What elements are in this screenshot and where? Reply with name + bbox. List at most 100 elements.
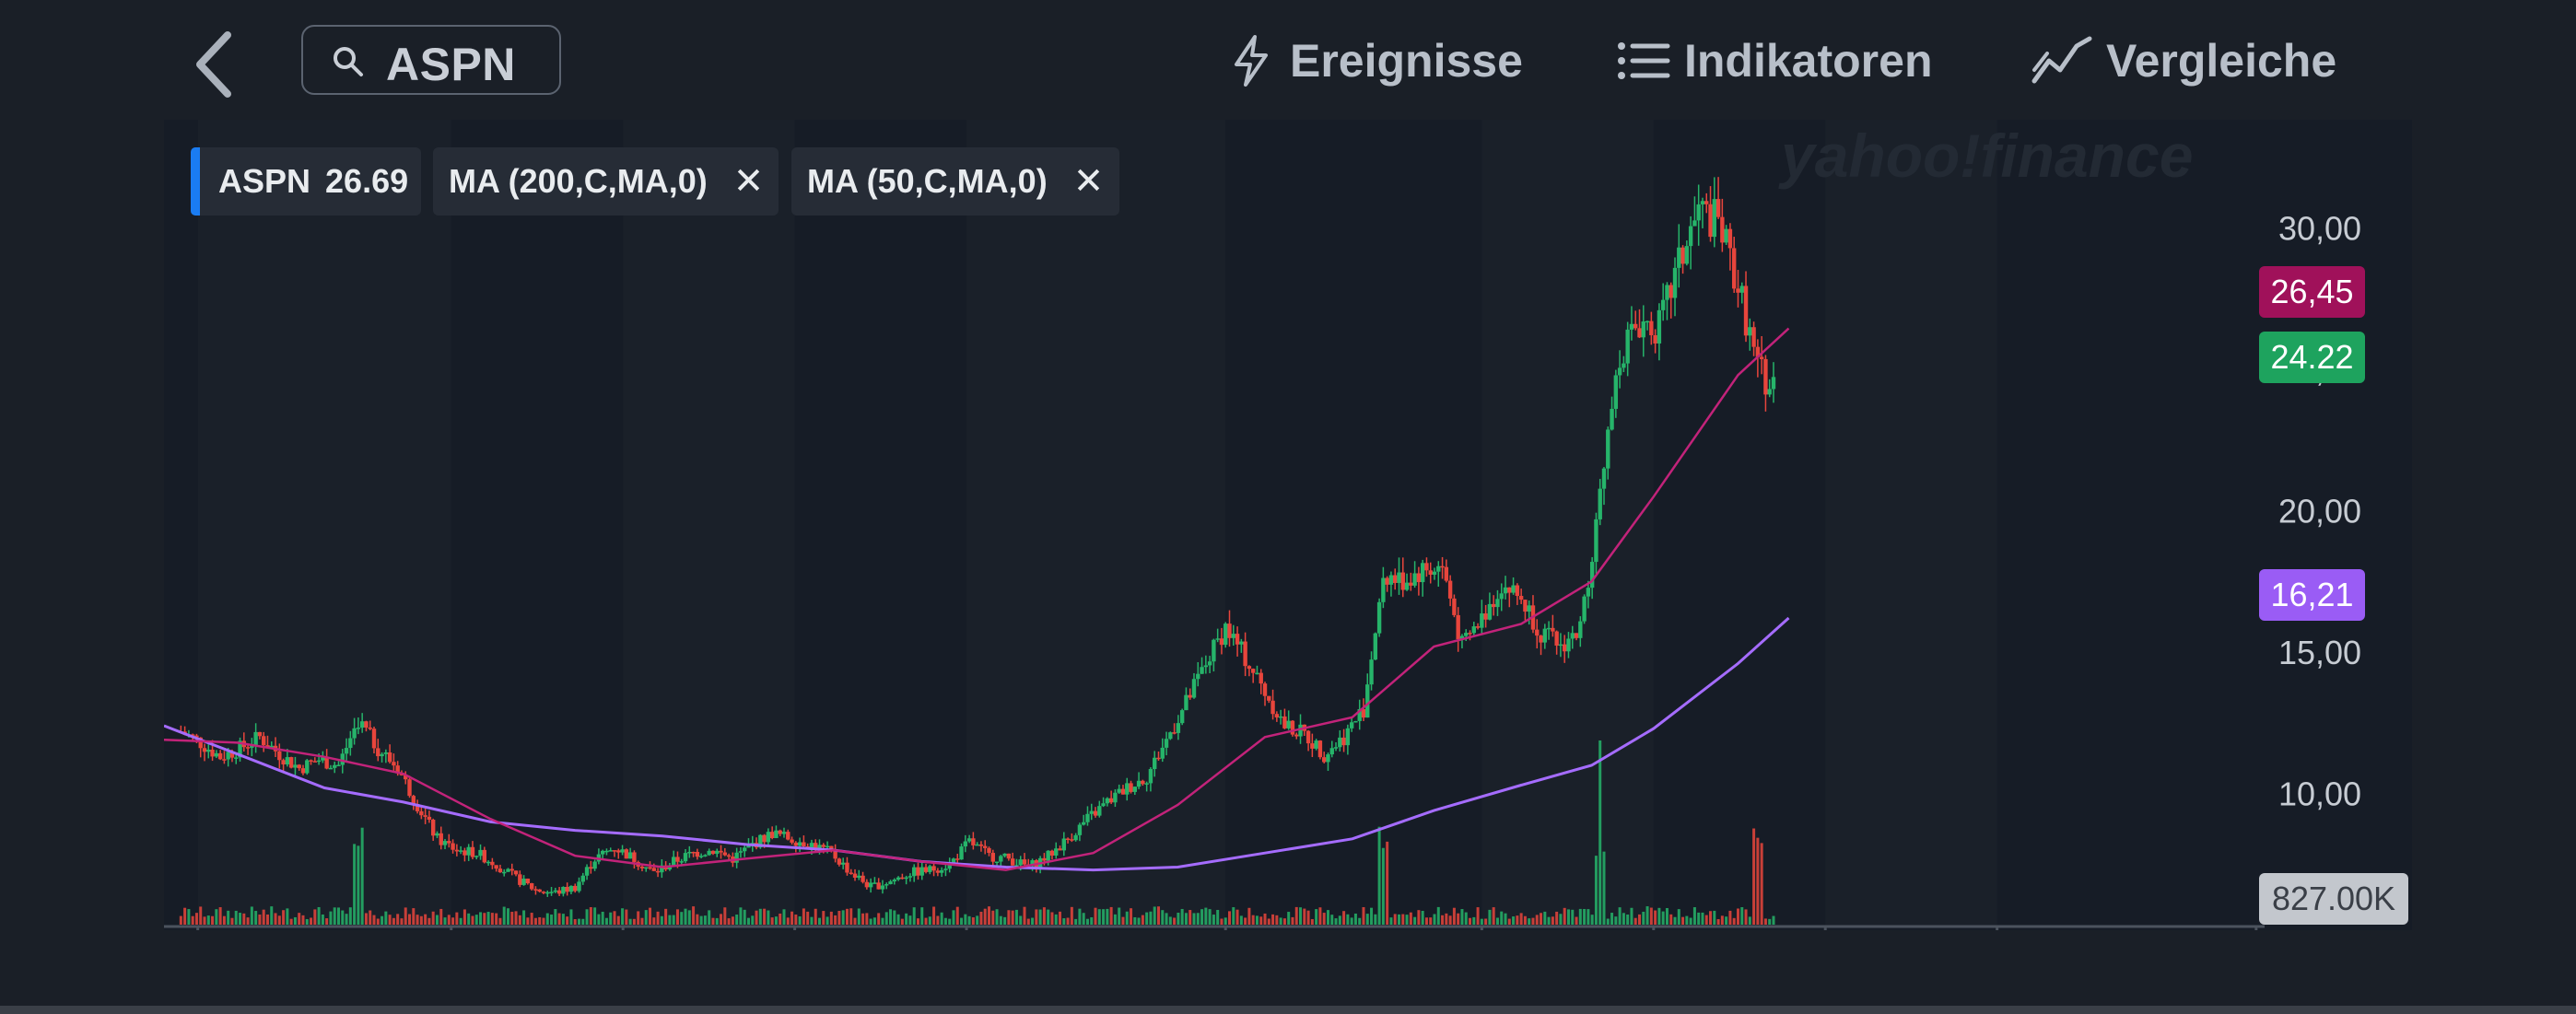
volume-bar [751, 915, 755, 925]
volume-bar [495, 913, 498, 925]
volume-bar [1540, 913, 1543, 925]
volume-bar [1019, 915, 1023, 925]
volume-bar [1495, 917, 1499, 925]
volume-bar [1725, 916, 1728, 925]
volume-tag: 827.00K [2259, 873, 2408, 925]
volume-bar [443, 917, 447, 925]
candle-body [1006, 853, 1012, 859]
legend-symbol-chip[interactable]: ASPN 26.69 [191, 147, 421, 216]
volume-bar [250, 906, 253, 925]
candle-body [1144, 783, 1149, 785]
candle-body [1507, 587, 1512, 593]
volume-bar [1109, 906, 1113, 925]
legend-ma200-chip[interactable]: MA (200,C,MA,0) ✕ [433, 147, 779, 216]
volume-bar [1299, 907, 1303, 925]
candle-body [935, 870, 941, 873]
volume-bar [1424, 917, 1428, 925]
candle-body [1582, 596, 1587, 622]
candle-body [778, 830, 782, 834]
back-button[interactable] [189, 28, 244, 101]
month-band [1825, 120, 1997, 927]
compare-button[interactable]: Vergleiche [2031, 28, 2336, 94]
volume-bar [1386, 841, 1389, 925]
volume-bar [1421, 910, 1424, 925]
volume-bar [684, 908, 687, 925]
events-button[interactable]: Ereignisse [1225, 28, 1523, 94]
events-label: Ereignisse [1290, 35, 1523, 87]
candle-body [261, 736, 266, 746]
yahoo-finance-watermark: yahoo!finance [1778, 122, 2193, 190]
candle-body [691, 851, 696, 854]
volume-bar [1484, 918, 1488, 925]
candle-body [1767, 389, 1772, 395]
candle-body [490, 861, 495, 866]
volume-bar [1216, 909, 1220, 925]
candle-body [612, 850, 617, 852]
candle-body [1270, 700, 1275, 715]
candle-body [202, 748, 207, 752]
volume-bar [604, 917, 608, 925]
candle-body [521, 878, 526, 885]
remove-ma200-icon[interactable]: ✕ [732, 161, 765, 202]
volume-bar [652, 917, 656, 925]
volume-bar [1059, 911, 1062, 925]
volume-bar [239, 913, 242, 925]
candle-body [1546, 627, 1551, 630]
candle-body [404, 775, 408, 780]
volume-bar [1566, 909, 1570, 925]
volume-bar [818, 917, 822, 925]
candle-body [746, 845, 751, 848]
volume-bar [849, 908, 853, 925]
volume-bar [372, 915, 376, 925]
candle-body [1586, 588, 1591, 597]
price-chart[interactable]: yahoo!finance 30,0025,0020,0015,0010,00 … [164, 120, 2412, 930]
volume-bar [1716, 918, 1720, 925]
candle-body [1070, 839, 1074, 841]
candle-body [478, 849, 483, 857]
candle-body [1274, 714, 1280, 717]
candle-body [1574, 633, 1579, 638]
volume-bar [538, 916, 542, 925]
volume-bar [1626, 914, 1630, 925]
candle-body [604, 850, 609, 853]
volume-bar [522, 910, 526, 925]
candle-body [1715, 199, 1721, 217]
symbol-search[interactable]: ASPN [301, 25, 561, 95]
volume-bar [392, 917, 395, 925]
candle-body [1637, 328, 1642, 338]
candle-body [1641, 321, 1645, 338]
candle-body [1310, 743, 1315, 749]
candle-body [1748, 327, 1752, 336]
volume-bar [203, 916, 206, 925]
volume-bar [289, 918, 293, 925]
volume-bar [566, 916, 569, 925]
volume-bar [1606, 918, 1610, 925]
candle-body [1625, 329, 1630, 364]
candle-body [1704, 201, 1709, 204]
candle-body [1601, 468, 1607, 489]
candle-body [943, 868, 948, 870]
candle-body [1093, 810, 1098, 816]
volume-bar [1118, 907, 1121, 925]
chart-area[interactable]: yahoo!finance 30,0025,0020,0015,0010,00 … [164, 120, 2412, 930]
volume-bar [381, 915, 384, 925]
candle-body [1333, 747, 1339, 749]
volume-bar [955, 906, 959, 925]
volume-bar [1153, 906, 1156, 925]
candle-body [494, 865, 498, 869]
remove-ma50-icon[interactable]: ✕ [1072, 161, 1105, 202]
volume-bar [510, 912, 514, 925]
indicators-button[interactable]: Indikatoren [1614, 28, 1932, 94]
candle-body [250, 745, 254, 748]
volume-bar [1106, 908, 1109, 925]
volume-bar [1228, 911, 1232, 925]
volume-bar [806, 911, 810, 925]
candle-body [1720, 216, 1725, 243]
candle-body [762, 834, 767, 843]
y-tick-label: 30,00 [2278, 210, 2361, 248]
volume-bar [301, 915, 305, 925]
volume-bar [976, 915, 979, 925]
legend-ma50-chip[interactable]: MA (50,C,MA,0) ✕ [791, 147, 1119, 216]
candle-body [474, 856, 479, 857]
volume-bar [1082, 913, 1085, 925]
